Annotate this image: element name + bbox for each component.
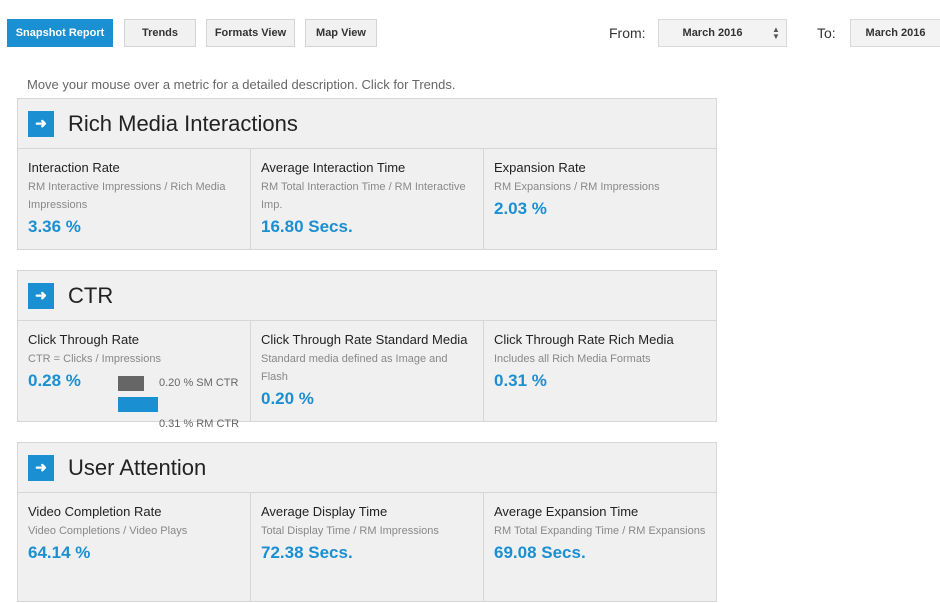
metric-expansion-rate[interactable]: Expansion Rate RM Expansions / RM Impres… <box>484 149 716 249</box>
metric-video-completion-rate[interactable]: Video Completion Rate Video Completions … <box>18 493 251 601</box>
metric-click-through-rate[interactable]: Click Through Rate CTR = Clicks / Impres… <box>18 321 251 430</box>
map-view-button[interactable]: Map View <box>305 19 377 47</box>
metric-interaction-rate[interactable]: Interaction Rate RM Interactive Impressi… <box>18 149 251 249</box>
metric-value: 72.38 Secs. <box>261 543 353 562</box>
metric-value: 0.28 % <box>28 371 81 390</box>
metric-description: RM Expansions / RM Impressions <box>494 181 660 193</box>
metric-name: Average Display Time <box>261 504 388 519</box>
metric-value: 2.03 % <box>494 199 547 218</box>
from-date-select[interactable]: March 2016 ▲ ▼ <box>658 19 787 47</box>
from-date-value: March 2016 <box>682 27 743 39</box>
metric-description: RM Interactive Impressions / Rich Media … <box>28 181 226 211</box>
metric-average-display-time[interactable]: Average Display Time Total Display Time … <box>251 493 484 601</box>
stepper-arrows-icon: ▲ ▼ <box>772 25 780 41</box>
rm-ctr-bar <box>118 397 158 412</box>
metric-description: Includes all Rich Media Formats <box>494 353 651 365</box>
section-user-attention: ➜ User Attention Video Completion Rate V… <box>17 442 717 602</box>
trends-button[interactable]: Trends <box>124 19 196 47</box>
metric-description: Video Completions / Video Plays <box>28 525 188 537</box>
to-date-select[interactable]: March 2016 <box>850 19 940 47</box>
snapshot-report-button[interactable]: Snapshot Report <box>7 19 113 47</box>
metric-value: 0.20 % <box>261 389 314 408</box>
metric-description: RM Total Expanding Time / RM Expansions <box>494 525 706 537</box>
formats-view-button[interactable]: Formats View <box>206 19 295 47</box>
metric-name: Expansion Rate <box>494 160 586 175</box>
section-ctr: ➜ CTR Click Through Rate CTR = Clicks / … <box>17 270 717 430</box>
metric-average-expansion-time[interactable]: Average Expansion Time RM Total Expandin… <box>484 493 716 601</box>
metric-name: Average Expansion Time <box>494 504 639 519</box>
metric-value: 64.14 % <box>28 543 91 562</box>
hint-text: Move your mouse over a metric for a deta… <box>27 77 456 92</box>
arrow-right-icon[interactable]: ➜ <box>28 110 54 137</box>
rm-ctr-label: 0.31 % RM CTR <box>159 418 240 430</box>
toolbar: Snapshot Report Trends Formats View Map … <box>0 0 940 60</box>
to-label: To: <box>817 25 836 41</box>
metric-value: 69.08 Secs. <box>494 543 586 562</box>
metric-name: Click Through Rate Rich Media <box>494 332 674 347</box>
metric-value: 3.36 % <box>28 217 81 236</box>
section-header: ➜ User Attention <box>18 443 716 493</box>
from-label: From: <box>609 25 646 41</box>
arrow-right-icon[interactable]: ➜ <box>28 282 54 309</box>
metric-description: Standard media defined as Image and Flas… <box>261 353 448 383</box>
metric-name: Average Interaction Time <box>261 160 406 175</box>
sm-ctr-label: 0.20 % SM CTR <box>159 377 239 389</box>
metric-ctr-standard-media[interactable]: Click Through Rate Standard Media Standa… <box>251 321 484 421</box>
metric-name: Video Completion Rate <box>28 504 162 519</box>
metric-average-interaction-time[interactable]: Average Interaction Time RM Total Intera… <box>251 149 484 249</box>
sm-ctr-bar <box>118 376 144 391</box>
metric-description: RM Total Interaction Time / RM Interacti… <box>261 181 466 211</box>
metric-name: Click Through Rate Standard Media <box>261 332 468 347</box>
section-header: ➜ CTR <box>18 271 716 321</box>
section-title: Rich Media Interactions <box>68 110 298 136</box>
section-title: CTR <box>68 282 114 308</box>
metric-name: Click Through Rate <box>28 332 140 347</box>
arrow-right-icon[interactable]: ➜ <box>28 454 54 481</box>
metric-description: CTR = Clicks / Impressions <box>28 353 161 365</box>
section-title: User Attention <box>68 454 207 480</box>
metric-name: Interaction Rate <box>28 160 120 175</box>
to-date-value: March 2016 <box>865 27 926 39</box>
section-rich-media-interactions: ➜ Rich Media Interactions Interaction Ra… <box>17 98 717 250</box>
metric-description: Total Display Time / RM Impressions <box>261 525 439 537</box>
section-header: ➜ Rich Media Interactions <box>18 99 716 149</box>
metric-value: 16.80 Secs. <box>261 217 353 236</box>
metric-value: 0.31 % <box>494 371 547 390</box>
metric-ctr-rich-media[interactable]: Click Through Rate Rich Media Includes a… <box>484 321 716 421</box>
